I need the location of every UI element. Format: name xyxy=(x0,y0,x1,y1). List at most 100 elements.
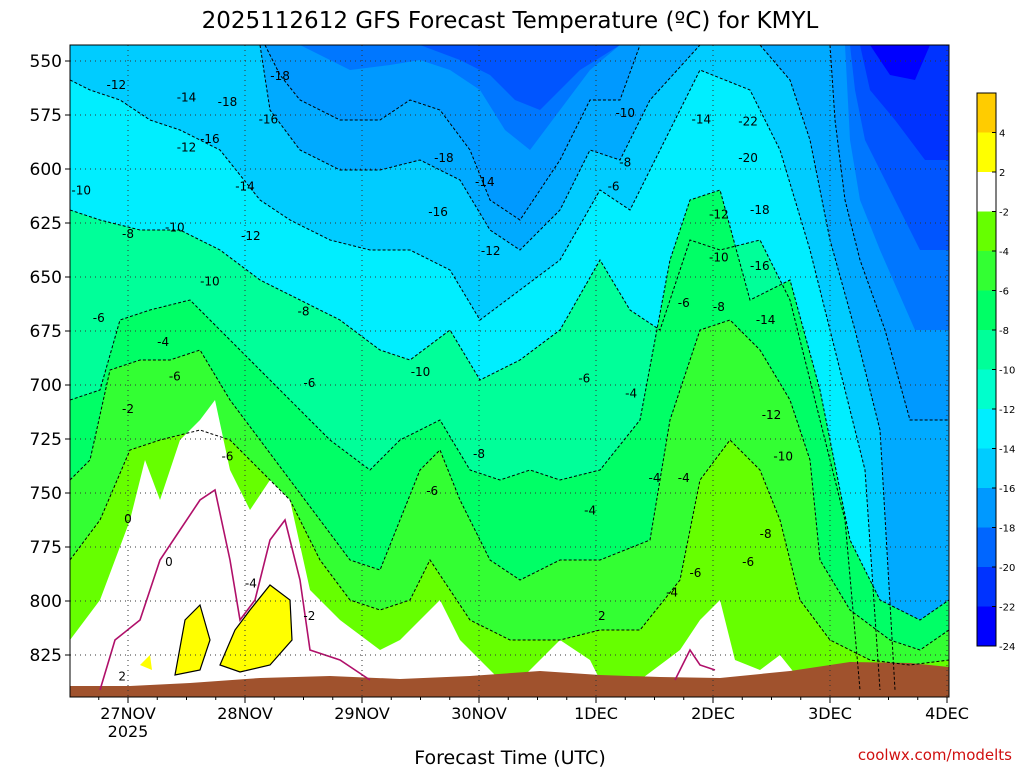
credit-link[interactable]: coolwx.com/modelts xyxy=(858,746,1012,764)
x-tick-label: 3DEC xyxy=(808,704,852,723)
colorbar: 4 2 -2 -4 -6 -8 -10 -12 -14 -16 -18 -20 -22 -24 xyxy=(976,92,1015,653)
zero-contour xyxy=(99,488,716,691)
colorbar-label: -8 xyxy=(999,326,1009,337)
contour-label: -6 xyxy=(742,555,754,569)
y-tick-label: 700 xyxy=(30,376,62,396)
contour-label: -4 xyxy=(157,335,169,349)
colorbar-label: 4 xyxy=(999,129,1005,140)
contour-label: -10 xyxy=(165,220,185,234)
colorbar-label: -20 xyxy=(999,563,1015,574)
x-tick-label: 30NOV xyxy=(451,704,507,723)
contour-label: 0 xyxy=(165,555,173,569)
colorbar-label: -14 xyxy=(999,445,1015,456)
y-tick-label: 825 xyxy=(30,646,62,666)
colorbar-swatch xyxy=(977,448,996,488)
plus-two-contour xyxy=(174,584,293,676)
y-tick-label: 550 xyxy=(30,52,62,72)
x-tick-label: 4DEC xyxy=(925,704,969,723)
contour-label: -6 xyxy=(221,449,233,463)
colorbar-swatch xyxy=(977,330,996,370)
contour-label: 2 xyxy=(118,670,126,684)
colorbar-swatch xyxy=(977,211,996,251)
x-tick-label: 2DEC xyxy=(691,704,735,723)
contour-labels: -12 -14 -16 -18 -18 -16 -12 -10 -8 -10 -14 -12 -10 -8… xyxy=(58,69,793,684)
contour-label: -16 xyxy=(750,259,770,273)
contour-label: -6 xyxy=(169,369,181,383)
colorbar-swatch xyxy=(977,93,996,133)
contour-label: -4 xyxy=(245,577,257,591)
contour-label: -14 xyxy=(691,112,711,126)
plot-border xyxy=(69,44,950,698)
y-tick-label: 800 xyxy=(30,592,62,612)
contour-label: -8 xyxy=(122,227,134,241)
contour-label: -16 xyxy=(200,132,220,146)
colorbar-label: -24 xyxy=(999,642,1015,653)
contour-line xyxy=(70,69,881,691)
contour-label: -18 xyxy=(434,151,454,165)
contour-label: -8 xyxy=(473,447,485,461)
y-tick-label: 625 xyxy=(30,214,62,234)
contour-label: -6 xyxy=(303,376,315,390)
x-year-label: 2025 xyxy=(108,722,149,741)
colorbar-swatch xyxy=(977,527,996,567)
colorbar-swatch xyxy=(977,251,996,291)
y-axis: 550 575 600 625 650 675 700 725 750 775 800 825 xyxy=(30,52,70,666)
contour-label: -6 xyxy=(578,372,590,386)
contour-label: -10 xyxy=(773,449,793,463)
contour-label: -8 xyxy=(713,300,725,314)
colorbar-label: -16 xyxy=(999,484,1015,495)
colorbar-swatch xyxy=(977,369,996,409)
contour-label: -14 xyxy=(235,179,255,193)
colorbar-label: -18 xyxy=(999,524,1015,535)
colorbar-swatch xyxy=(977,567,996,607)
contour-label: -14 xyxy=(475,175,495,189)
x-tick-label: 28NOV xyxy=(217,704,273,723)
contour-line xyxy=(70,319,949,651)
contour-label: -12 xyxy=(241,229,261,243)
contour-label: -16 xyxy=(259,112,279,126)
contour-label: -18 xyxy=(750,203,770,217)
contour-label: -4 xyxy=(649,471,661,485)
contour-label: -18 xyxy=(218,95,238,109)
contour-label: -12 xyxy=(106,78,126,92)
contour-label: -4 xyxy=(58,341,70,355)
x-tick-label: 1DEC xyxy=(574,704,618,723)
contour-label: -14 xyxy=(756,313,776,327)
contour-label: -22 xyxy=(738,114,758,128)
contour-label: -6 xyxy=(426,484,438,498)
x-tick-label: 27NOV xyxy=(100,704,156,723)
contour-label: -8 xyxy=(760,527,772,541)
contour-label: -8 xyxy=(298,305,310,319)
band-minus-12 xyxy=(70,45,949,690)
plus-two-contour-line xyxy=(219,584,293,673)
contour-label: -14 xyxy=(177,91,197,105)
plot-area: -12 -14 -16 -18 -18 -16 -12 -10 -8 -10 -14 -12 -10 -8… xyxy=(58,45,949,697)
contour-label: -10 xyxy=(71,184,91,198)
contour-label: -6 xyxy=(689,566,701,580)
contour-label: -4 xyxy=(625,387,637,401)
y-tick-label: 725 xyxy=(30,430,62,450)
contour-label: -6 xyxy=(678,296,690,310)
colorbar-swatch xyxy=(977,132,996,172)
band-minus-22 xyxy=(860,45,949,160)
contour-label: -12 xyxy=(481,244,501,258)
y-tick-label: 775 xyxy=(30,538,62,558)
x-axis-label: Forecast Time (UTC) xyxy=(414,747,605,768)
colorbar-label: -4 xyxy=(999,247,1009,258)
contour-label: -10 xyxy=(709,251,729,265)
x-axis: 27NOV 28NOV 29NOV 30NOV 1DEC 2DEC 3DEC 4DEC 2025 xyxy=(98,697,969,741)
contour-label: -2 xyxy=(122,402,134,416)
contour-line xyxy=(70,429,949,666)
contour-label: -8 xyxy=(619,156,631,170)
colorbar-swatch xyxy=(977,488,996,528)
contour-label: -4 xyxy=(678,471,690,485)
colorbar-label: -6 xyxy=(999,287,1009,298)
colorbar-label: -22 xyxy=(999,603,1015,614)
gridlines xyxy=(70,45,949,697)
band-minus-24 xyxy=(870,45,930,80)
colorbar-label: 2 xyxy=(999,168,1005,179)
contour-label: -6 xyxy=(93,311,105,325)
contour-label: -12 xyxy=(762,408,782,422)
contour-label: -18 xyxy=(270,69,290,83)
